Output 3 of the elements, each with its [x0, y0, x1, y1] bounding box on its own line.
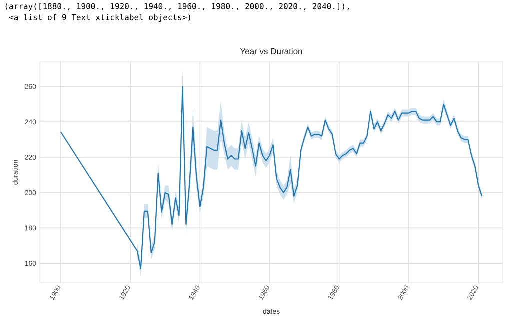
text: <a list of 9 Text xticklabel objects>)	[9, 14, 190, 22]
chart-title: Year vs Duration	[240, 48, 302, 54]
text: (array([1880., 1900., 1920., 1940., 1960., 1980., 2000., 2020., 2040.]),	[6, 3, 350, 11]
